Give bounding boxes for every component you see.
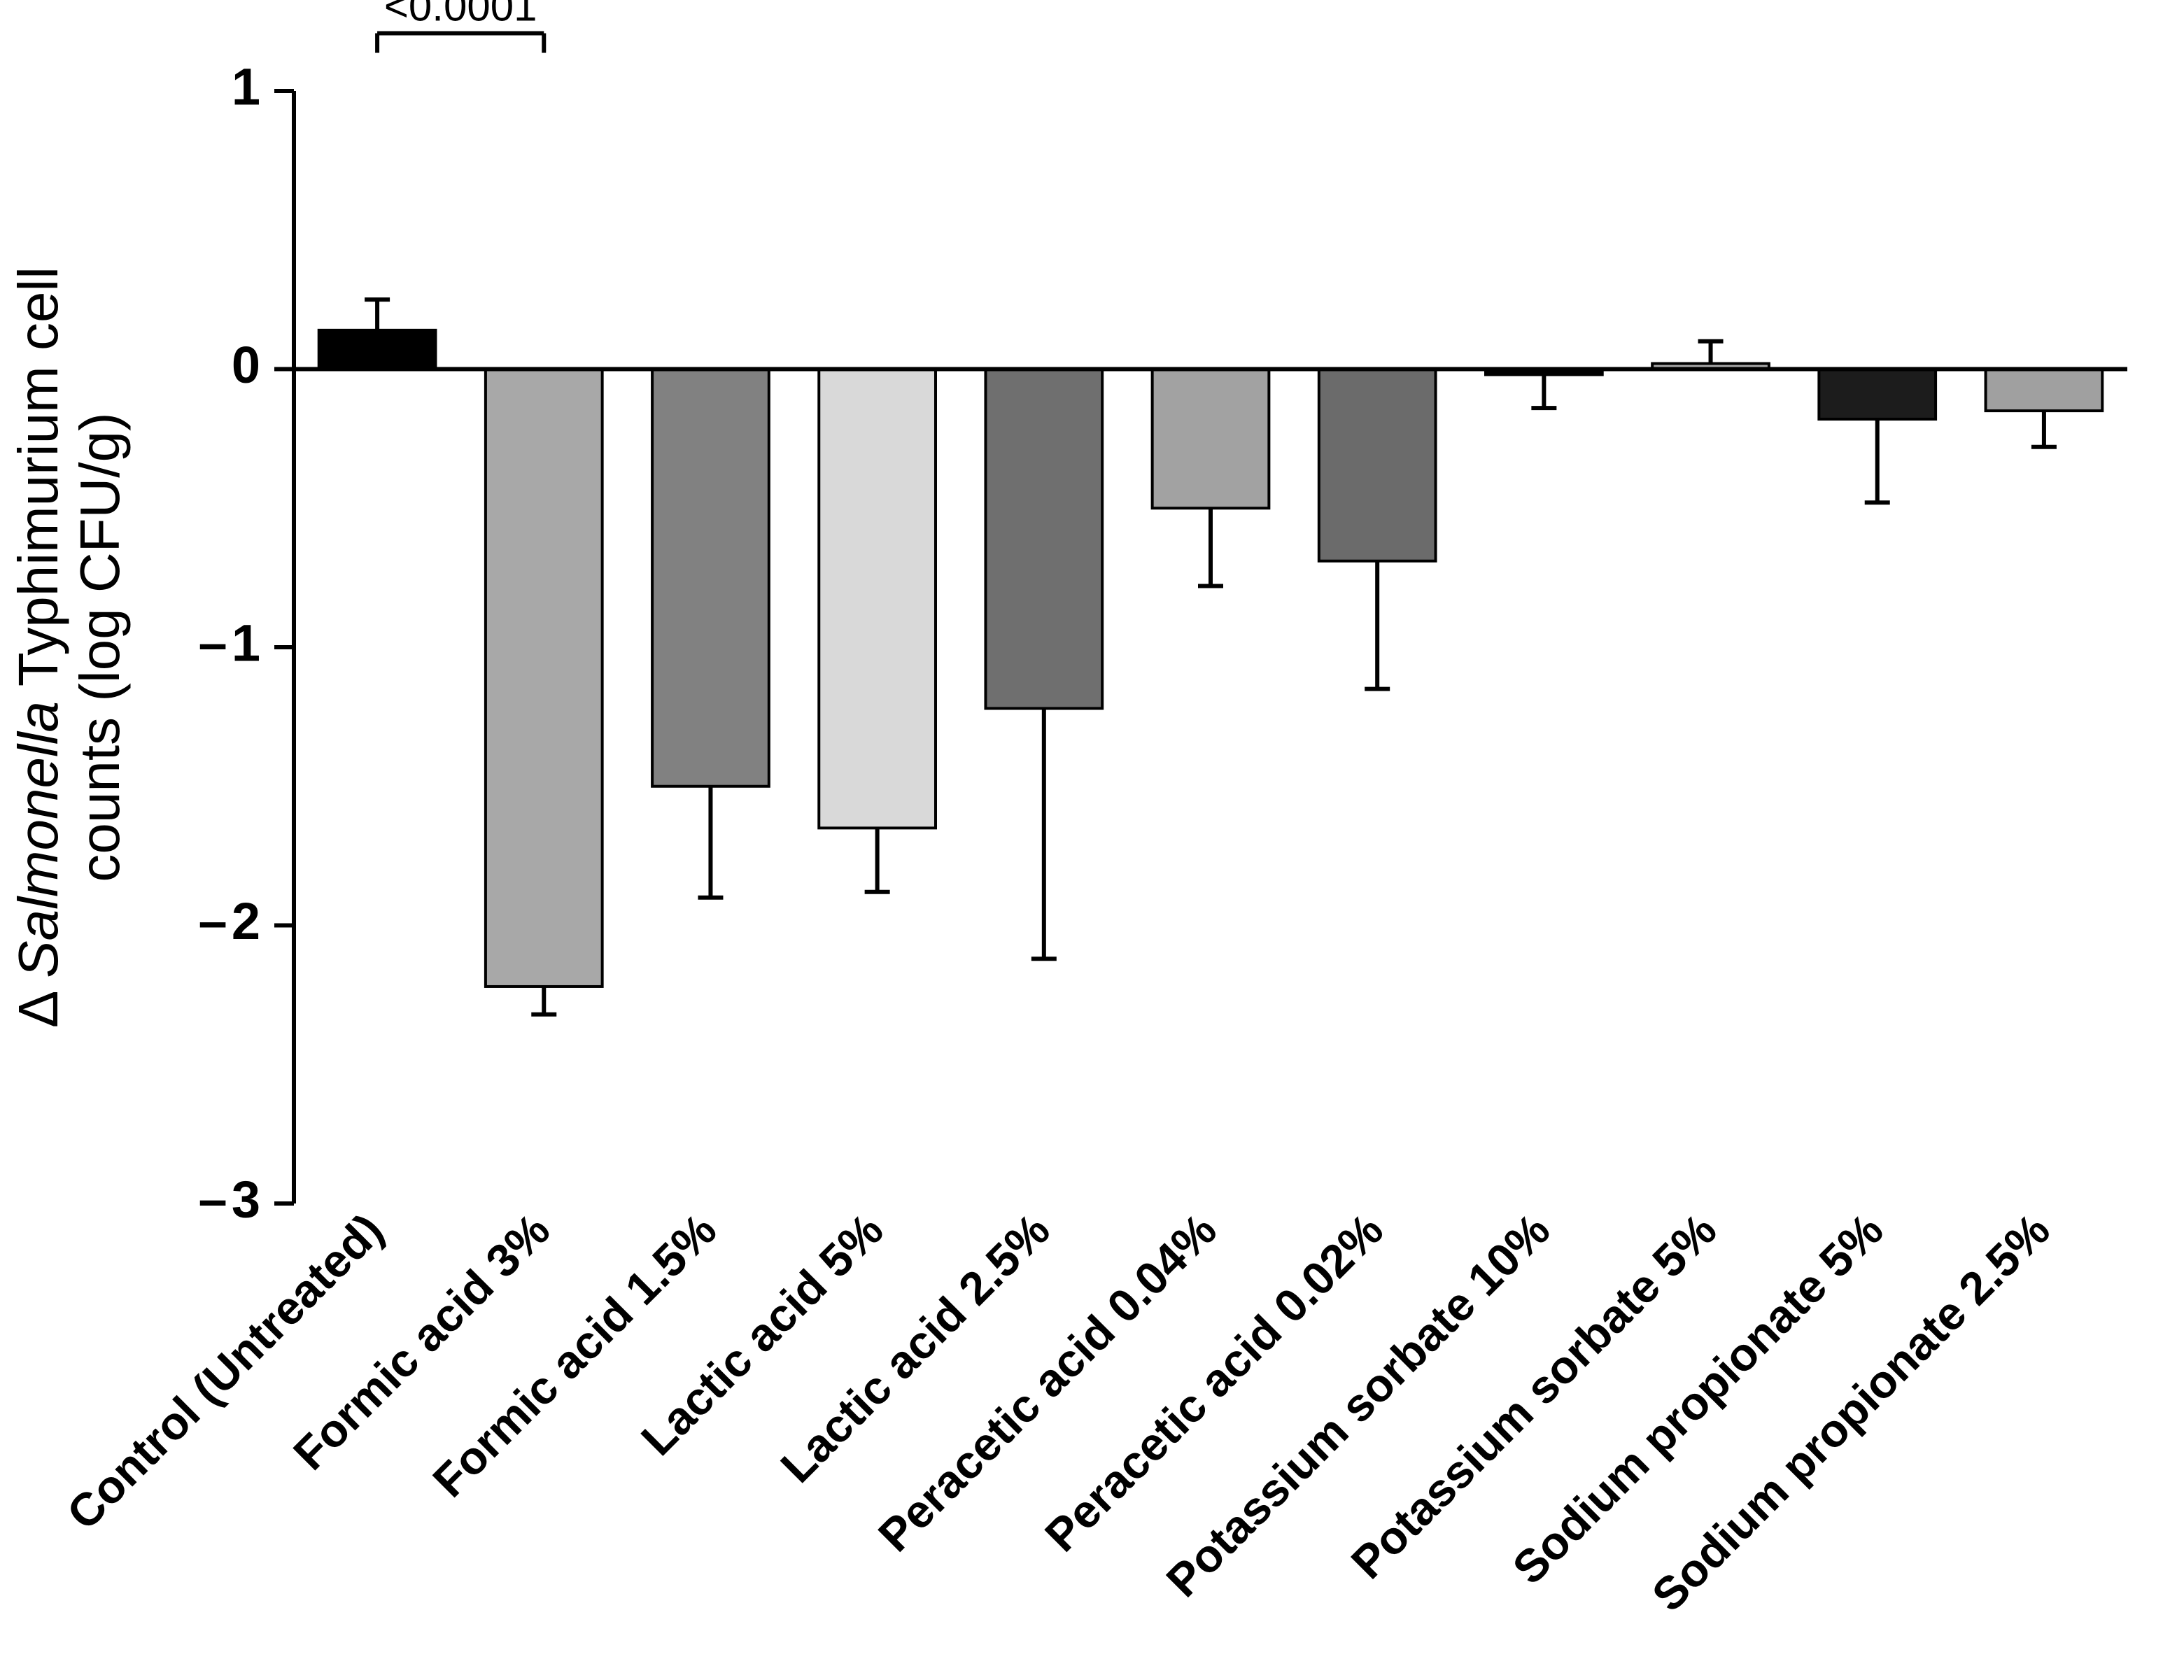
y-tick-label: – 1 xyxy=(199,614,261,672)
y-tick-label: 0 xyxy=(232,336,260,394)
bar xyxy=(819,369,936,828)
y-axis-title-line1: Δ Salmonella Typhimurium cell xyxy=(7,267,69,1028)
y-axis-title-line2: counts (log CFU/g) xyxy=(69,412,131,882)
chart-container: – 3 – 2 – 1 0 1 Δ Salmonella Typhimurium cell… xyxy=(0,0,2184,1680)
y-tick-label: – 2 xyxy=(199,892,261,950)
bar-chart: – 3 – 2 – 1 0 1 Δ Salmonella Typhimurium cell… xyxy=(0,0,2184,1680)
bar xyxy=(486,369,603,987)
bar xyxy=(1819,369,1936,420)
bar xyxy=(1153,369,1269,509)
bar xyxy=(985,369,1102,709)
bar xyxy=(1986,369,2103,411)
bar xyxy=(652,369,769,786)
bar xyxy=(1319,369,1436,561)
sig-label: <0.0001 xyxy=(384,0,537,30)
y-tick-label: – 3 xyxy=(199,1171,261,1229)
y-tick-label: 1 xyxy=(232,58,260,116)
bar xyxy=(319,330,436,369)
